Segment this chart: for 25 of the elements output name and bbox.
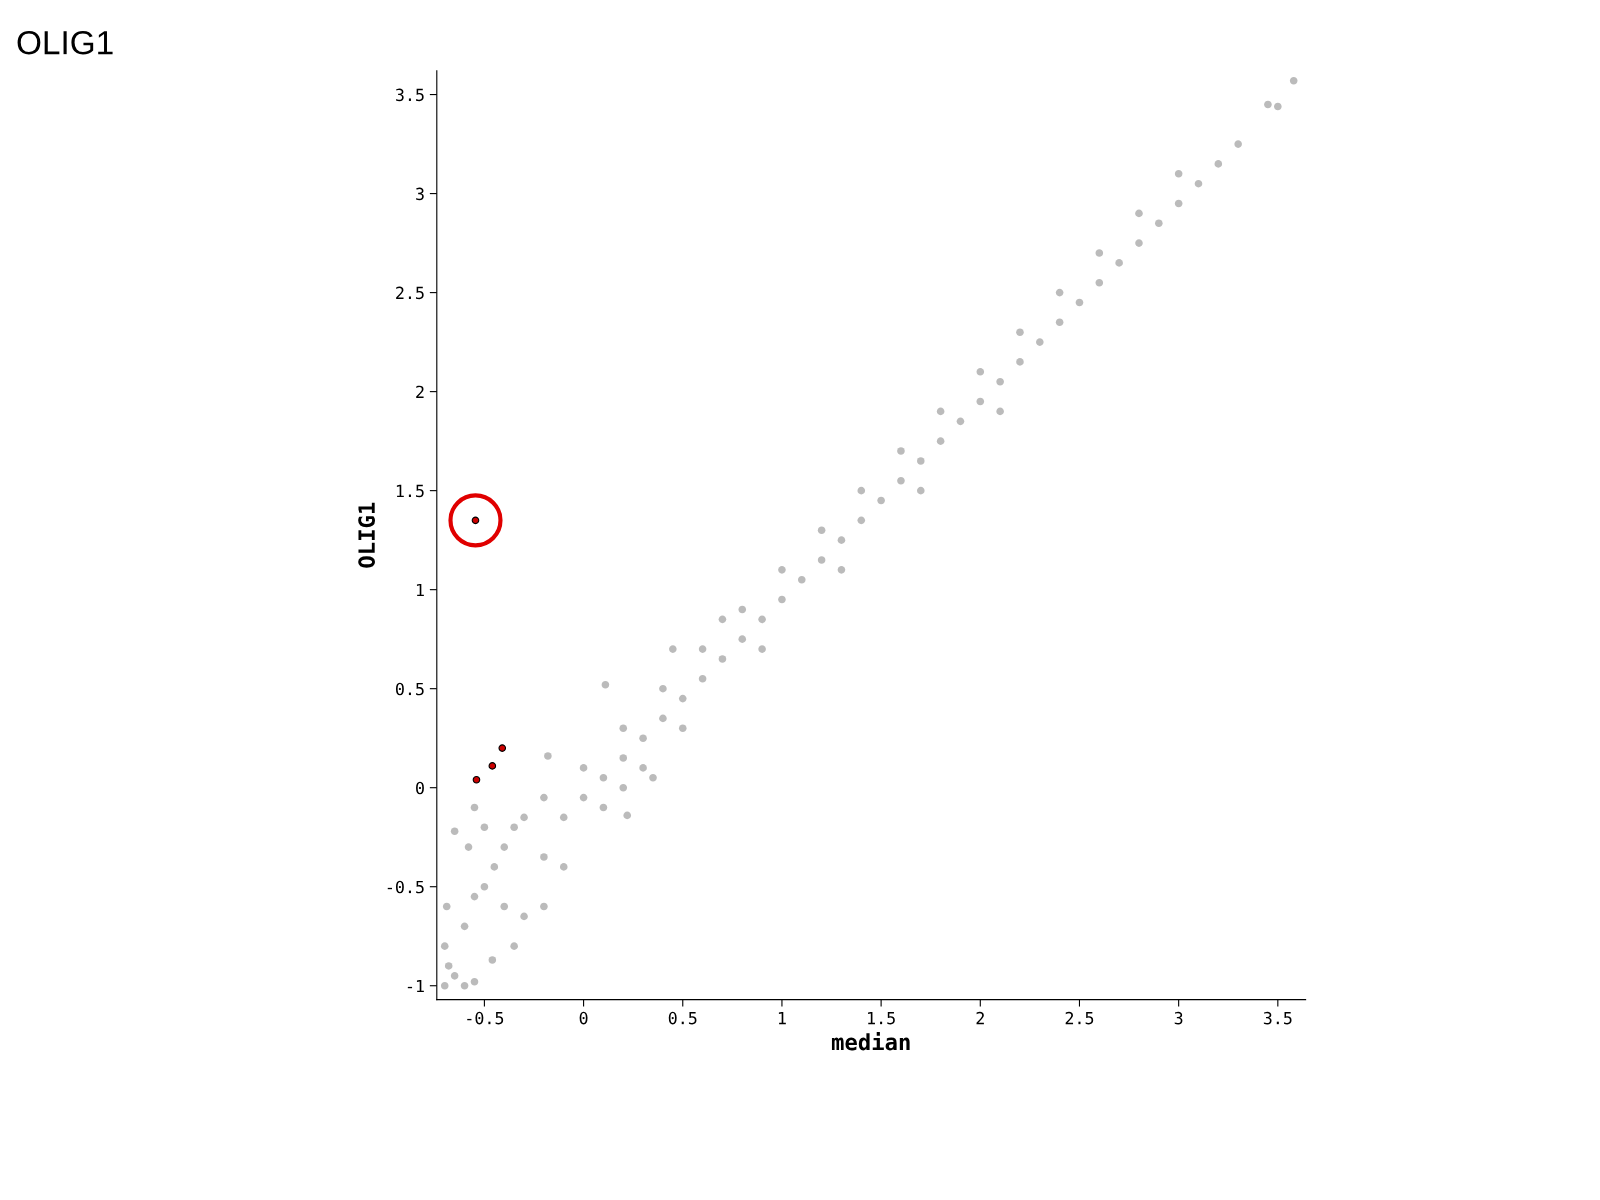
y-tick-label: -1 [407, 979, 424, 993]
x-tick-label: 0.5 [668, 1011, 697, 1025]
x-tick-label: 1 [778, 1012, 786, 1025]
y-tick-label: 3 [416, 187, 424, 201]
y-tick-label: 0 [416, 781, 424, 795]
y-tick-label: 1 [416, 583, 424, 597]
y-tick-label: 3.5 [396, 88, 424, 102]
x-tick-label: -0.5 [467, 1011, 504, 1025]
x-tick-label: 1.5 [868, 1012, 895, 1025]
x-tick-label: 3 [1174, 1011, 1183, 1025]
x-tick-label: 0 [579, 1011, 588, 1025]
y-tick-label: 0.5 [395, 682, 424, 696]
y-tick-label: 2 [416, 385, 424, 398]
x-axis-title: median [831, 1032, 910, 1051]
y-tick-label: 2.5 [396, 286, 424, 300]
y-tick-label: 1.5 [396, 484, 424, 498]
point [488, 762, 497, 770]
point [498, 744, 507, 752]
y-axis-title: OLIG1 [358, 502, 375, 568]
x-tick-label: 2 [976, 1011, 984, 1025]
x-tick-label: 3.5 [1263, 1011, 1292, 1025]
x-tick-label: 2.5 [1065, 1011, 1094, 1025]
text: OLIG1 [17, 30, 113, 55]
y-tick-label: -0.5 [387, 880, 424, 894]
point [472, 775, 481, 784]
